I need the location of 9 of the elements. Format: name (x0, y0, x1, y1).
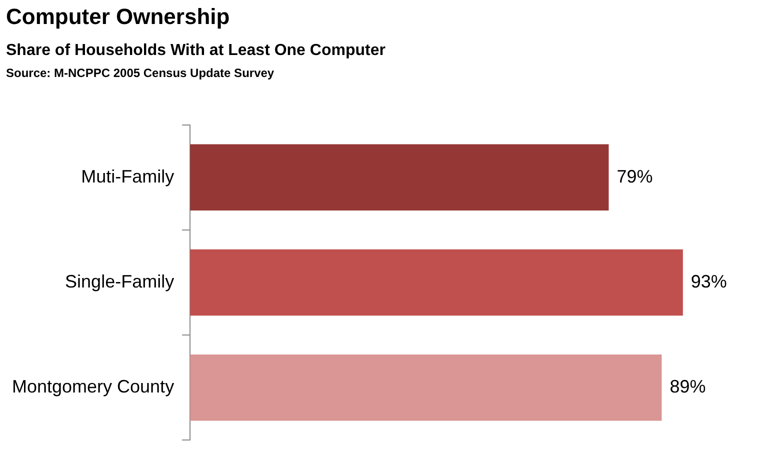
data-label: 89% (670, 376, 706, 397)
data-label: 93% (690, 271, 727, 292)
chart-title: Computer Ownership (6, 4, 230, 30)
source-note: Source: M-NCPPC 2005 Census Update Survey (6, 66, 274, 80)
y-tick-label: Montgomery County (12, 376, 174, 397)
y-tick-label: Muti-Family (81, 166, 174, 186)
data-label: 79% (616, 166, 653, 186)
y-tick-label: Single-Family (65, 271, 174, 292)
chart-subtitle: Share of Households With at Least One Computer (6, 42, 386, 60)
